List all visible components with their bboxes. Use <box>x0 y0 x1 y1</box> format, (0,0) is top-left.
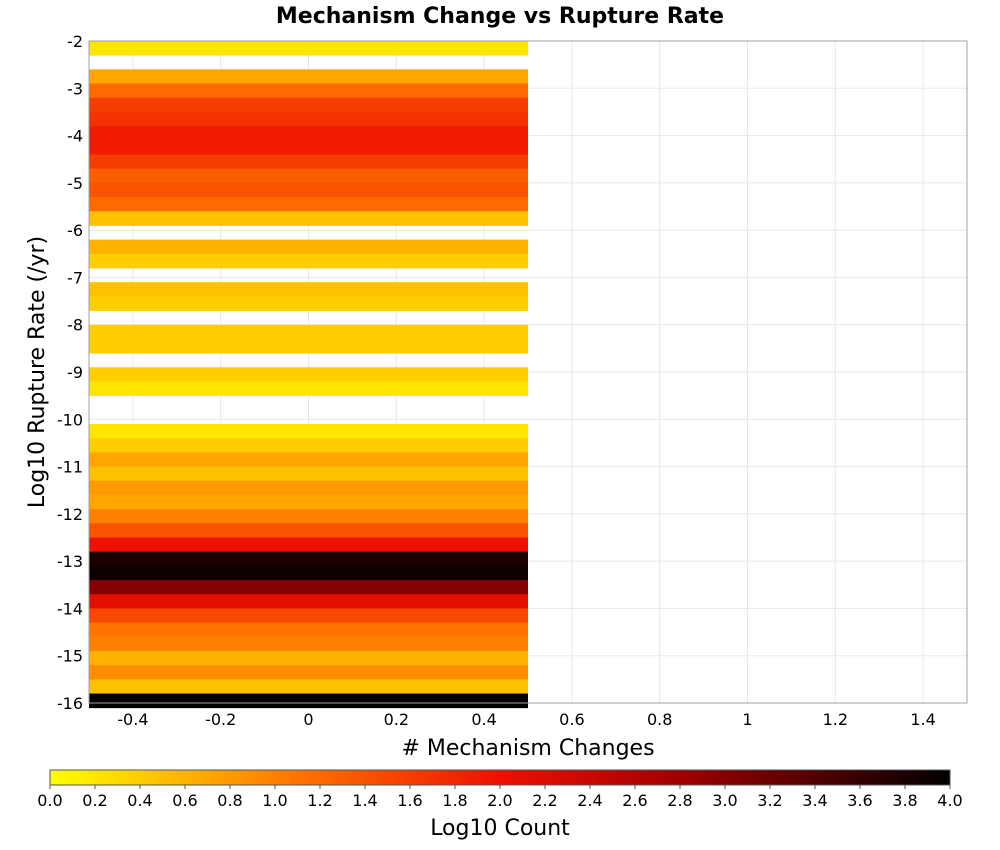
colorbar-tick-label: 2.6 <box>622 791 647 810</box>
colorbar-tick-label: 3.2 <box>757 791 782 810</box>
heatmap-cell <box>89 197 528 212</box>
y-tick-label: -4 <box>67 127 83 146</box>
y-tick-label: -7 <box>67 268 83 287</box>
colorbar-tick-label: 2.0 <box>487 791 512 810</box>
heatmap-cell <box>89 111 528 127</box>
heatmap-cell <box>89 608 528 624</box>
x-tick-label: -0.4 <box>117 710 148 729</box>
colorbar <box>49 769 951 786</box>
colorbar-tick-label: 0.4 <box>127 791 152 810</box>
colorbar-tick-label: 2.8 <box>667 791 692 810</box>
y-tick-label: -8 <box>67 316 83 335</box>
x-tick-label: 0.8 <box>647 710 672 729</box>
x-tick-label: 1.4 <box>910 710 935 729</box>
y-tick-label: -15 <box>57 647 83 666</box>
heatmap-cell <box>89 253 528 269</box>
plot-frame <box>88 40 968 704</box>
heatmap-cell <box>89 324 528 340</box>
heatmap-cell <box>89 126 528 141</box>
colorbar-tick-label: 0.0 <box>37 791 62 810</box>
colorbar-tick-label: 2.2 <box>532 791 557 810</box>
heatmap-cell <box>89 41 528 56</box>
colorbar-tick-label: 0.8 <box>217 791 242 810</box>
colorbar-label: Log10 Count <box>430 816 570 841</box>
heatmap-cell <box>89 239 528 255</box>
chart-title: Mechanism Change vs Rupture Rate <box>276 4 724 29</box>
heatmap-cell <box>89 565 528 581</box>
y-tick-label: -9 <box>67 363 83 382</box>
colorbar-tick-label: 0.6 <box>172 791 197 810</box>
y-tick-label: -16 <box>57 694 83 713</box>
colorbar-tick-label: 1.2 <box>307 791 332 810</box>
colorbar-tick-label: 3.8 <box>892 791 917 810</box>
colorbar-tick-label: 1.8 <box>442 791 467 810</box>
heatmap-cell <box>89 509 528 524</box>
colorbar-tick-label: 3.6 <box>847 791 872 810</box>
x-tick-label: 0.6 <box>559 710 584 729</box>
colorbar-tick-label: 4.0 <box>937 791 962 810</box>
heatmap-cell <box>89 140 528 155</box>
x-tick-label: -0.2 <box>205 710 236 729</box>
x-axis-ticks: -0.4 -0.2 0 0.2 0.4 0.6 0.8 1 1.2 1.4 <box>117 710 936 729</box>
heatmap-cell <box>89 679 528 694</box>
heatmap-cell <box>89 693 528 709</box>
y-tick-label: -5 <box>67 174 83 193</box>
x-axis-label: # Mechanism Changes <box>401 736 654 761</box>
heatmap-cell <box>89 424 528 439</box>
heatmap-cell <box>89 636 528 652</box>
x-tick-label: 0.4 <box>471 710 496 729</box>
y-tick-label: -2 <box>67 32 83 51</box>
y-tick-label: -10 <box>57 410 83 429</box>
heatmap-cell <box>89 580 528 595</box>
heatmap-cell <box>89 480 528 496</box>
heatmap-cell <box>89 438 528 453</box>
heatmap-cell <box>89 211 528 226</box>
y-axis-label: Log10 Rupture Rate (/yr) <box>25 236 50 508</box>
heatmap-cell <box>89 83 528 99</box>
heatmap-cell <box>89 452 528 467</box>
heatmap-cell <box>89 494 528 510</box>
heatmap-cell <box>89 367 528 382</box>
y-axis-ticks: -2 -3 -4 -5 -6 -7 -8 -9 -10 -11 -12 -13 -14 -15 -16 <box>57 32 83 713</box>
colorbar-tick-label: 0.2 <box>82 791 107 810</box>
y-tick-label: -14 <box>57 599 83 618</box>
heatmap-cell <box>89 182 528 198</box>
heatmap-cell <box>89 665 528 680</box>
colorbar-tick-label: 1.6 <box>397 791 422 810</box>
y-tick-label: -11 <box>57 458 83 477</box>
colorbar-ticks: 0.0 0.2 0.4 0.6 0.8 1.0 1.2 1.4 1.6 1.8 2.0 2.2 2.4 2… <box>37 785 963 810</box>
y-tick-label: -12 <box>57 505 83 524</box>
heatmap-cell <box>89 338 528 354</box>
heatmap-cell <box>89 551 528 567</box>
heatmap-cell <box>89 296 528 311</box>
heatmap-cell <box>89 69 528 84</box>
heatmap-cell <box>89 622 528 638</box>
heatmap-cell <box>89 381 528 397</box>
heatmap-cell <box>89 97 528 113</box>
y-tick-label: -6 <box>67 221 83 240</box>
heatmap-cell <box>89 650 528 666</box>
heatmap-cell <box>89 282 528 297</box>
heatmap-cell <box>89 594 528 609</box>
heatmap-cells <box>89 41 528 709</box>
heatmap-cell <box>89 466 528 482</box>
y-tick-label: -13 <box>57 552 83 571</box>
x-tick-label: 1.2 <box>823 710 848 729</box>
y-tick-label: -3 <box>67 79 83 98</box>
x-tick-label: 0 <box>303 710 313 729</box>
colorbar-tick-label: 3.4 <box>802 791 827 810</box>
x-tick-label: 1 <box>742 710 752 729</box>
heatmap-cell <box>89 537 528 553</box>
heatmap-cell <box>89 523 528 538</box>
heatmap-cell <box>89 154 528 170</box>
colorbar-tick-label: 1.0 <box>262 791 287 810</box>
heatmap-cell <box>89 168 528 184</box>
colorbar-tick-label: 1.4 <box>352 791 377 810</box>
x-tick-label: 0.2 <box>384 710 409 729</box>
colorbar-tick-label: 2.4 <box>577 791 602 810</box>
colorbar-tick-label: 3.0 <box>712 791 737 810</box>
